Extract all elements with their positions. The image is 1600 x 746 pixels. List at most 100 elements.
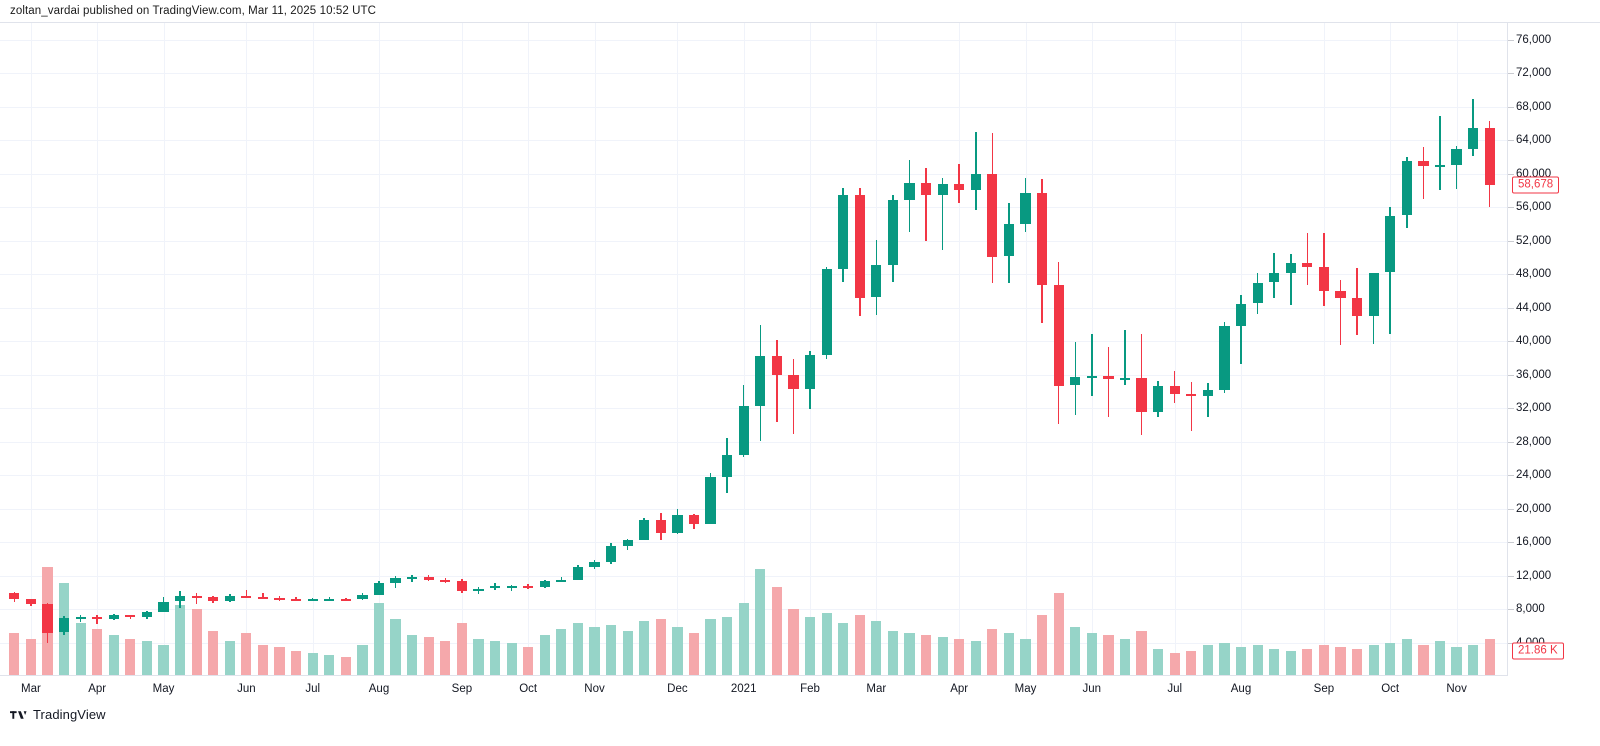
candle-wick	[1190, 382, 1193, 432]
candle-body	[887, 199, 899, 265]
price-axis[interactable]: 76,000 72,000 68,000 64,000 60,000 56,000 52,0…	[1508, 22, 1600, 675]
volume-bar	[722, 617, 733, 675]
candle-body	[506, 586, 517, 589]
price-tick-dash	[1508, 341, 1514, 343]
horizontal-gridline	[0, 274, 1507, 276]
price-tick-label: 76,000	[1516, 33, 1552, 46]
candle-wick	[195, 592, 198, 604]
volume-bar	[605, 625, 617, 675]
candle-wick	[776, 340, 778, 423]
candlestick-series	[0, 23, 1507, 675]
candle-body	[1434, 165, 1446, 168]
volume-bar	[1202, 645, 1213, 675]
candle-wick	[1107, 347, 1110, 417]
candle-wick	[975, 131, 977, 210]
volume-bar	[937, 637, 948, 675]
vertical-gridline	[1390, 23, 1392, 675]
time-axis-tick: Oct	[519, 683, 538, 695]
volume-bar	[1318, 645, 1330, 675]
candle-body	[1186, 393, 1197, 396]
volume-bar	[1335, 647, 1346, 675]
volume-bar	[1401, 639, 1412, 675]
candle-body	[274, 597, 285, 600]
candle-body	[1285, 263, 1296, 274]
candle-body	[224, 595, 235, 602]
horizontal-gridline	[0, 307, 1507, 309]
volume-bar	[1020, 639, 1031, 675]
candle-body	[440, 579, 451, 582]
volume-bar	[622, 631, 633, 675]
volume-bar	[174, 605, 186, 675]
candle-wick	[245, 589, 248, 599]
price-tick-label: 56,000	[1516, 201, 1552, 214]
candle-wick	[1124, 330, 1126, 386]
price-axis-tick: 72,000	[1508, 67, 1551, 79]
candle-body	[954, 183, 965, 190]
volume-bar	[75, 623, 86, 675]
time-axis-tick: Oct	[1381, 683, 1400, 695]
candle-body	[1219, 326, 1230, 390]
price-tick-label: 8,000	[1516, 603, 1545, 615]
candle-wick	[96, 614, 98, 625]
candle-body	[1037, 192, 1048, 285]
candle-body	[1020, 192, 1031, 224]
horizontal-gridline	[0, 508, 1507, 510]
price-tick-label: 40,000	[1516, 335, 1552, 348]
volume-bar	[241, 633, 252, 675]
price-tick-dash	[1508, 542, 1514, 544]
candle-body	[208, 597, 219, 602]
volume-bar	[340, 657, 351, 675]
horizontal-gridline	[0, 73, 1507, 75]
current-volume-tag: 21.86 K	[1512, 642, 1564, 660]
vertical-gridline	[959, 23, 961, 675]
candle-body	[1385, 215, 1396, 273]
volume-bar	[1252, 645, 1263, 675]
vertical-gridline	[528, 23, 530, 675]
candle-body	[1003, 223, 1015, 257]
volume-bar	[407, 635, 418, 675]
candle-body	[804, 355, 816, 389]
volume-bar	[141, 641, 153, 675]
candle-body	[257, 596, 269, 599]
price-axis-tick: 40,000	[1508, 335, 1552, 348]
candle-body	[904, 182, 915, 200]
candle-wick	[1091, 334, 1093, 397]
candle-body	[523, 586, 534, 589]
candle-body	[738, 406, 749, 455]
candle-wick	[1207, 383, 1209, 417]
candle-body	[1401, 161, 1412, 216]
candle-body	[572, 566, 584, 580]
candle-body	[672, 515, 683, 533]
time-axis-tick: Jun	[237, 683, 256, 695]
price-tick-dash	[1508, 508, 1514, 510]
volume-bar	[655, 619, 666, 675]
time-axis[interactable]: Mar Apr May Jun Jul Aug Sep Oct Nov Dec 2021 Feb Mar…	[0, 675, 1508, 703]
horizontal-gridline	[0, 240, 1507, 242]
vertical-gridline	[743, 23, 745, 675]
candle-wick	[958, 163, 960, 203]
volume-bar	[25, 639, 36, 675]
candle-body	[1119, 378, 1131, 380]
candle-body	[539, 580, 550, 588]
time-axis-tick: Mar	[20, 683, 41, 695]
candle-body	[241, 595, 252, 598]
vertical-gridline	[163, 23, 165, 675]
time-axis-tick: Jun	[1082, 683, 1102, 695]
price-tick-label: 24,000	[1516, 469, 1552, 482]
price-tick-dash	[1508, 140, 1514, 142]
volume-bar	[1468, 645, 1479, 675]
time-axis-tick: Jul	[305, 683, 321, 695]
candle-wick	[1372, 299, 1375, 344]
volume-bar	[738, 603, 749, 675]
price-tick-label: 32,000	[1516, 402, 1552, 415]
time-axis-tick: May	[152, 683, 175, 695]
candle-body	[788, 374, 799, 389]
candle-body	[25, 599, 36, 604]
volume-bar	[92, 629, 103, 675]
volume-bar	[1119, 639, 1131, 675]
chart-plot-area[interactable]	[0, 22, 1508, 675]
volume-bar	[589, 627, 600, 675]
candle-body	[854, 194, 865, 298]
candle-body	[423, 577, 434, 580]
candle-body	[970, 173, 981, 190]
